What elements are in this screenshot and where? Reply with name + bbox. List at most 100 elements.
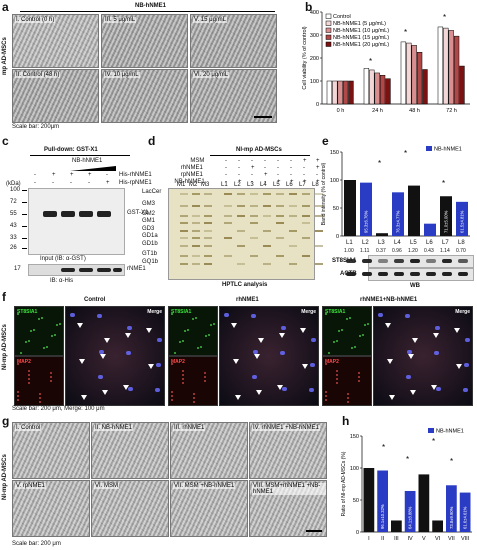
b-sig-star: * xyxy=(369,57,372,66)
f-arrow xyxy=(454,328,460,333)
d-sign: + xyxy=(290,179,294,185)
f-dot xyxy=(28,370,30,372)
b-legend-swatch xyxy=(325,34,332,40)
f-arrow xyxy=(123,385,129,390)
f-dot xyxy=(354,346,356,348)
g-micro: IV. rhNME1 +NB-hNME1 xyxy=(249,422,327,479)
panel-c-ib-label: IB: α-His xyxy=(50,278,74,284)
d-band xyxy=(302,215,310,217)
f-cell xyxy=(465,338,470,342)
h-sig-star: * xyxy=(432,437,435,446)
e-ratio-label: 0.37 xyxy=(376,248,386,254)
panel-d-header-rule xyxy=(210,155,310,156)
f-dot xyxy=(17,363,19,365)
d-lane-label: M1 xyxy=(177,182,186,188)
panel-h-label: h xyxy=(342,414,350,428)
e-actb-band xyxy=(394,272,404,276)
f-dot xyxy=(30,330,32,332)
f-merge-label: Merge xyxy=(301,309,316,315)
panel-a-label: a xyxy=(2,0,9,14)
d-band xyxy=(180,230,188,232)
micro-a3-label: V. 15 μg/mL xyxy=(193,17,227,23)
f-dot xyxy=(17,313,19,315)
b-sig-star: * xyxy=(443,13,446,22)
g-micro: VII. MSM +NB-hNME1 xyxy=(170,480,248,537)
e-legend-swatch xyxy=(426,146,432,151)
g-micro-label: II. NB-hNME1 xyxy=(94,425,134,431)
f-arrow xyxy=(148,364,154,369)
c-sign: - xyxy=(88,180,90,186)
d-band xyxy=(237,263,245,265)
f-dot xyxy=(51,335,53,337)
f-arrow xyxy=(387,359,393,364)
d-band xyxy=(204,205,212,207)
d-band xyxy=(263,193,271,195)
f-dot xyxy=(325,313,327,315)
panel-g-label: g xyxy=(2,414,10,428)
d-sign: - xyxy=(303,165,305,171)
panel-e-blot1-label: ST8SIA1 xyxy=(332,258,357,264)
f-dot xyxy=(182,340,184,342)
b-ylabel: Cell viability (% of control) xyxy=(302,26,308,89)
f-cell xyxy=(280,351,285,355)
d-lane-label: L3 xyxy=(247,182,254,188)
d-lane-label: L6 xyxy=(286,182,293,188)
d-ganglioside-label: GD3 xyxy=(142,226,155,232)
rnme-band-1 xyxy=(61,268,75,272)
f-arrow xyxy=(79,359,85,364)
d-band xyxy=(315,245,323,247)
f-cell xyxy=(463,388,468,392)
panel-d-label: d xyxy=(148,134,156,148)
b-xtick-label: 24 h xyxy=(372,108,383,114)
c-marker-label: 26 xyxy=(10,245,17,251)
b-bar xyxy=(337,80,343,105)
h-bar xyxy=(459,492,471,532)
g-micro-label: VI. MSM xyxy=(94,483,120,489)
f-arrow xyxy=(102,390,108,395)
f-arrow xyxy=(77,323,83,328)
h-xtick-label: II xyxy=(381,536,385,542)
d-band xyxy=(224,215,232,217)
d-lane-label: L4 xyxy=(260,182,267,188)
d-band xyxy=(237,215,245,217)
f-arrow xyxy=(279,333,285,338)
f-arrow xyxy=(410,390,416,395)
e-legend-label: NB-hNME1 xyxy=(434,147,462,153)
d-sign: - xyxy=(277,158,279,164)
d-band xyxy=(204,237,212,239)
rnme-band-4 xyxy=(113,268,122,272)
d-band xyxy=(276,215,284,217)
e-bar xyxy=(376,233,388,236)
e-bar-label: 76.3±4.77% xyxy=(396,210,401,233)
e-st8-band xyxy=(426,259,436,263)
h-bar-label: 73.8±9.90% xyxy=(449,506,454,529)
f-dot xyxy=(59,323,61,325)
gst-band-3 xyxy=(79,211,93,217)
c-marker-tick xyxy=(22,214,27,215)
d-sign: + xyxy=(251,165,255,171)
h-bar xyxy=(391,520,402,532)
c-marker-tick xyxy=(22,190,27,191)
f-dot xyxy=(28,382,30,384)
d-lane-label: M2 xyxy=(189,182,198,188)
b-bar xyxy=(332,80,338,105)
d-band xyxy=(315,205,323,207)
d-band xyxy=(250,255,258,257)
b-bar xyxy=(453,35,460,105)
f-dot xyxy=(336,378,338,380)
micro-a6-label: VI. 20 μg/mL xyxy=(193,72,230,78)
f-cell xyxy=(310,363,315,367)
h-xtick-label: VI xyxy=(435,536,441,542)
d-ganglioside-label: GM1 xyxy=(142,218,156,224)
g-micro: III. rhNME1 xyxy=(170,422,248,479)
f-dot xyxy=(204,376,206,378)
f-stain1-label: ST8SIA1 xyxy=(325,309,346,315)
g-micro-label: IV. rhNME1 +NB-hNME1 xyxy=(252,425,320,431)
panel-c-title-rule xyxy=(30,155,130,156)
scale-bar-g xyxy=(306,530,322,532)
h-xtick-label: IV xyxy=(408,536,414,542)
f-merge-label: Merge xyxy=(455,309,470,315)
e-lane-label: L6 xyxy=(426,240,433,246)
f-dot xyxy=(25,341,27,343)
